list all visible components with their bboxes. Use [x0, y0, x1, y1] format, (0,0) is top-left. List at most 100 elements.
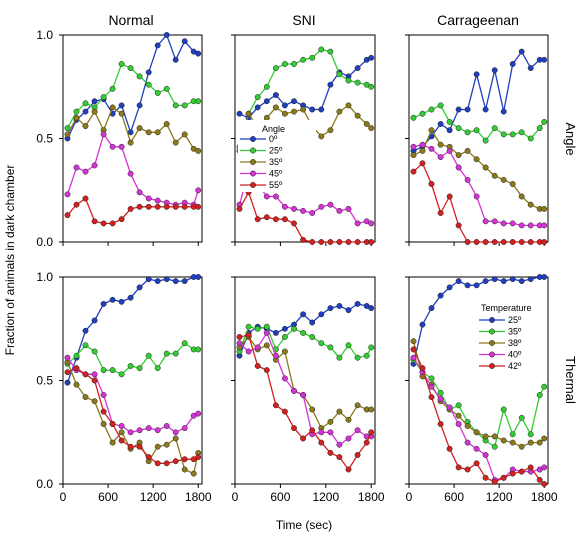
- data-point-thermal-carrageenan-35deg-9: [491, 443, 498, 450]
- data-point-thermal-sni-35deg-8: [309, 334, 316, 340]
- y-tick-label-thermal-normal-1: 1.0: [36, 270, 53, 284]
- data-point-angle-normal-0deg-8: [136, 102, 143, 109]
- series-line-angle-carrageenan-35deg: [413, 128, 545, 210]
- data-point-angle-sni-0deg-5: [281, 102, 288, 109]
- data-point-angle-normal-25deg-12: [172, 102, 179, 109]
- data-point-thermal-normal-35deg-1: [73, 352, 80, 359]
- series-line-angle-normal-0deg: [66, 33, 199, 139]
- data-point-thermal-normal-42deg-11: [163, 460, 170, 467]
- data-point-angle-carrageenan-45deg-12: [518, 222, 525, 229]
- data-point-angle-carrageenan-45deg-15: [541, 222, 548, 229]
- y-tick-label-thermal-normal-0: 0.0: [36, 477, 53, 491]
- data-point-angle-carrageenan-0deg-11: [509, 61, 516, 67]
- data-point-angle-carrageenan-0deg-12: [518, 48, 525, 55]
- data-point-thermal-normal-38deg-13: [181, 466, 188, 473]
- data-point-thermal-carrageenan-42deg-15: [541, 481, 548, 487]
- data-point-angle-normal-45deg-9: [145, 195, 152, 202]
- legend-swatch-marker-angle-2: [250, 159, 256, 165]
- data-point-thermal-carrageenan-35deg-13: [527, 431, 534, 438]
- data-point-thermal-normal-42deg-8: [136, 443, 143, 450]
- data-point-angle-carrageenan-55deg-13: [527, 239, 534, 245]
- data-point-angle-carrageenan-45deg-6: [464, 176, 471, 183]
- data-point-angle-sni-35deg-11: [336, 108, 343, 115]
- data-point-angle-normal-0deg-9: [145, 69, 152, 76]
- data-point-angle-normal-0deg-6: [118, 102, 125, 109]
- legend-swatch-marker-thermal-3: [489, 351, 495, 358]
- data-point-angle-sni-35deg-10: [327, 127, 334, 134]
- data-point-thermal-sni-42deg-11: [336, 454, 343, 461]
- data-point-angle-sni-25deg-6: [291, 61, 297, 67]
- legend-title-angle: Angle: [262, 124, 285, 134]
- series-line-thermal-sni-42deg: [239, 334, 372, 471]
- data-point-angle-carrageenan-25deg-5: [455, 125, 462, 132]
- panel-thermal-carrageenan: 0 600 1200 1800: [405, 274, 558, 504]
- data-point-thermal-carrageenan-25deg-9: [491, 276, 498, 283]
- data-point-thermal-carrageenan-40deg-7: [473, 445, 480, 452]
- series-line-thermal-normal-25deg: [66, 276, 199, 383]
- data-point-angle-normal-25deg-11: [163, 85, 170, 92]
- data-point-thermal-normal-42deg-13: [181, 456, 188, 463]
- data-point-angle-sni-0deg-13: [354, 65, 361, 72]
- data-point-thermal-sni-35deg-15: [368, 344, 375, 351]
- data-point-thermal-sni-35deg-2: [254, 325, 261, 332]
- data-point-angle-carrageenan-35deg-12: [518, 193, 525, 200]
- data-point-thermal-carrageenan-40deg-6: [464, 439, 471, 446]
- data-point-thermal-carrageenan-38deg-10: [500, 437, 507, 444]
- data-point-angle-carrageenan-0deg-6: [464, 106, 471, 113]
- data-point-thermal-normal-35deg-10: [154, 365, 161, 372]
- data-point-thermal-carrageenan-25deg-15: [541, 274, 548, 280]
- data-point-thermal-carrageenan-25deg-5: [455, 278, 462, 285]
- data-point-thermal-normal-25deg-3: [91, 317, 98, 324]
- column-title-sni: SNI: [292, 12, 315, 28]
- data-point-thermal-sni-25deg-8: [309, 319, 316, 326]
- data-point-angle-normal-0deg-13: [181, 38, 188, 45]
- data-point-angle-carrageenan-55deg-8: [482, 239, 489, 245]
- data-point-angle-carrageenan-25deg-0: [410, 114, 417, 121]
- data-point-angle-normal-25deg-1: [73, 108, 80, 115]
- column-title-carrageenan: Carrageenan: [437, 12, 519, 28]
- data-point-thermal-sni-25deg-13: [354, 300, 361, 307]
- data-point-thermal-carrageenan-40deg-3: [437, 396, 444, 403]
- data-point-thermal-sni-38deg-11: [336, 408, 343, 415]
- data-point-thermal-carrageenan-42deg-6: [464, 466, 471, 473]
- data-point-thermal-sni-42deg-3: [263, 367, 270, 374]
- data-point-angle-carrageenan-0deg-13: [527, 65, 534, 72]
- data-point-thermal-sni-38deg-8: [309, 406, 316, 413]
- legend-swatch-marker-angle-0: [250, 136, 256, 142]
- data-point-thermal-sni-38deg-15: [368, 406, 375, 413]
- data-point-thermal-normal-40deg-8: [136, 427, 143, 434]
- data-point-thermal-normal-25deg-15: [195, 274, 202, 280]
- data-point-angle-carrageenan-45deg-11: [509, 220, 516, 227]
- data-point-angle-normal-0deg-2: [82, 108, 89, 115]
- data-point-thermal-sni-35deg-9: [318, 340, 325, 347]
- data-point-thermal-normal-38deg-4: [100, 421, 107, 427]
- series-line-angle-sni-25deg: [238, 48, 372, 147]
- data-point-thermal-sni-40deg-10: [327, 429, 334, 436]
- data-point-angle-normal-55deg-9: [145, 203, 152, 210]
- data-point-thermal-normal-42deg-15: [195, 454, 202, 461]
- data-point-thermal-normal-38deg-11: [163, 441, 170, 448]
- data-point-angle-sni-25deg-13: [354, 79, 361, 86]
- data-point-thermal-carrageenan-35deg-5: [455, 402, 462, 409]
- data-point-angle-normal-55deg-4: [100, 220, 107, 227]
- data-point-thermal-sni-40deg-2: [254, 344, 261, 351]
- data-point-angle-carrageenan-45deg-8: [482, 218, 489, 225]
- data-point-thermal-carrageenan-38deg-0: [410, 338, 417, 345]
- data-point-thermal-normal-35deg-6: [118, 371, 125, 378]
- data-point-angle-normal-35deg-2: [82, 123, 89, 130]
- data-point-angle-sni-25deg-5: [281, 61, 288, 67]
- data-point-angle-normal-55deg-2: [82, 195, 89, 202]
- data-point-thermal-sni-38deg-12: [345, 416, 352, 423]
- data-point-thermal-normal-40deg-9: [145, 425, 152, 432]
- data-point-thermal-normal-40deg-4: [100, 392, 107, 398]
- data-point-angle-normal-0deg-3: [91, 98, 98, 105]
- data-point-thermal-carrageenan-35deg-10: [500, 406, 507, 413]
- data-point-angle-carrageenan-45deg-3: [437, 154, 444, 161]
- data-point-angle-normal-35deg-15: [195, 147, 202, 154]
- x-tick-label-thermal-carrageenan-1200: 1200: [486, 490, 513, 504]
- data-point-angle-normal-45deg-3: [91, 162, 98, 169]
- data-point-angle-carrageenan-0deg-5: [455, 106, 462, 113]
- data-point-angle-sni-35deg-5: [281, 110, 288, 117]
- data-point-angle-carrageenan-25deg-15: [541, 118, 548, 125]
- data-point-thermal-sni-25deg-7: [300, 311, 307, 318]
